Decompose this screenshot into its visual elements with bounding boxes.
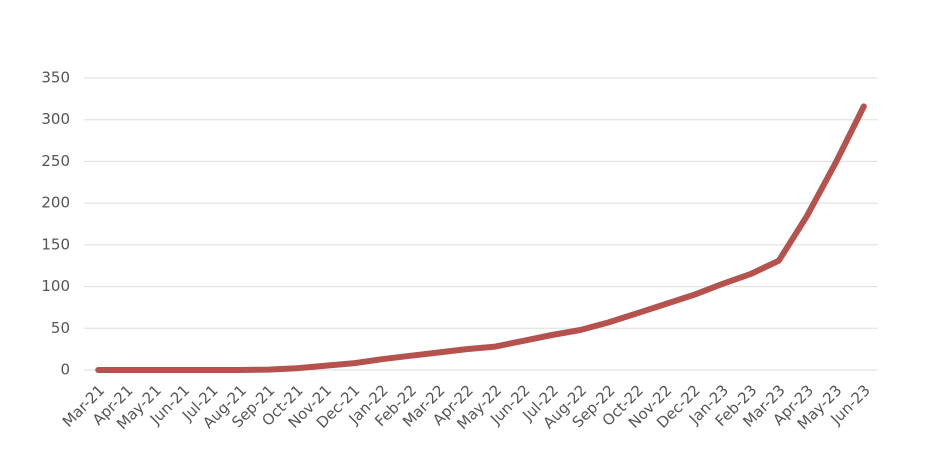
y-tick-label: 300 (41, 110, 70, 128)
y-tick-label: 50 (51, 319, 70, 337)
y-tick-label: 0 (60, 361, 70, 379)
y-tick-label: 350 (41, 69, 70, 87)
y-tick-label: 150 (41, 235, 70, 253)
line (95, 103, 867, 373)
y-tick-label: 250 (41, 152, 70, 170)
y-tick-label: 200 (41, 194, 70, 212)
y-tick-label: 100 (41, 277, 70, 295)
